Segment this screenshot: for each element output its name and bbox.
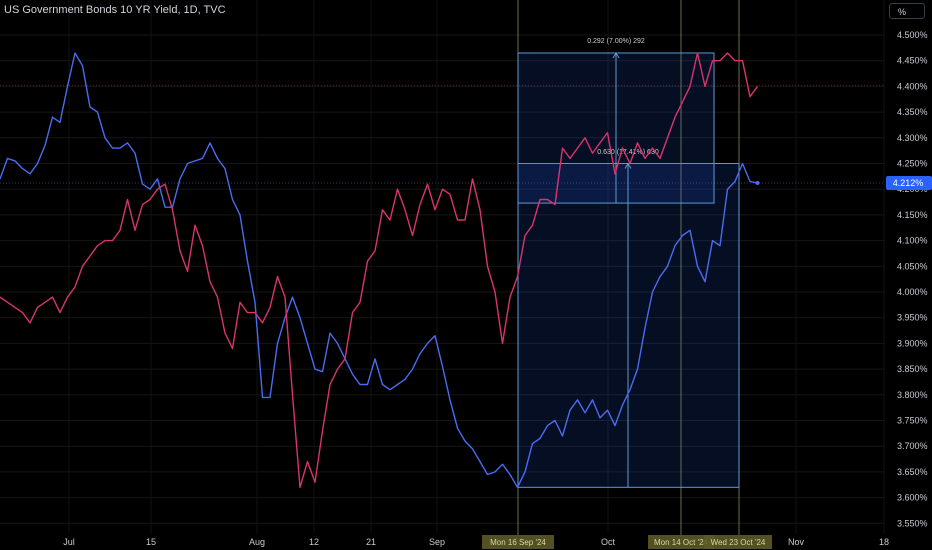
measure-arrow-1-head xyxy=(612,52,620,59)
current-price-badge xyxy=(886,176,932,191)
date-badge xyxy=(648,535,714,549)
pink-series-line xyxy=(0,52,759,488)
x-tick-label: Jul xyxy=(63,537,75,547)
y-tick-label: 3.600% xyxy=(897,493,928,503)
x-tick-label: Sep xyxy=(429,537,445,547)
x-tick-label: Oct xyxy=(601,537,616,547)
x-tick-label: Nov xyxy=(788,537,805,547)
x-tick-label: Aug xyxy=(249,537,265,547)
percent-scale-button[interactable]: % xyxy=(889,3,925,19)
y-tick-label: 3.850% xyxy=(897,364,928,374)
y-tick-label: 4.250% xyxy=(897,159,928,169)
y-tick-label: 4.150% xyxy=(897,210,928,220)
measure-label-1: 0.292 (7.00%) 292 xyxy=(587,38,645,45)
y-tick-label: 3.800% xyxy=(897,390,928,400)
y-tick-label: 4.300% xyxy=(897,133,928,143)
date-badge-label: Mon 14 Oct '24 xyxy=(654,538,709,547)
date-badge xyxy=(704,535,772,549)
y-tick-label: 3.650% xyxy=(897,467,928,477)
x-tick-label: 12 xyxy=(309,537,319,547)
y-tick-label: 3.700% xyxy=(897,441,928,451)
y-tick-label: 4.350% xyxy=(897,107,928,117)
y-tick-label: 4.500% xyxy=(897,30,928,40)
y-tick-label: 4.050% xyxy=(897,261,928,271)
y-tick-label: 4.400% xyxy=(897,81,928,91)
chart-title: US Government Bonds 10 YR Yield, 1D, TVC xyxy=(4,4,226,16)
x-tick-label: 15 xyxy=(146,537,156,547)
y-tick-label: 4.450% xyxy=(897,56,928,66)
date-badge-label: Mon 16 Sep '24 xyxy=(490,538,546,547)
y-tick-label: 4.000% xyxy=(897,287,928,297)
blue-last-point xyxy=(755,181,760,186)
blue-series-line xyxy=(0,52,758,488)
x-tick-label: 21 xyxy=(366,537,376,547)
current-price-label: 4.212% xyxy=(893,178,924,188)
date-badge xyxy=(482,535,554,549)
y-tick-label: 3.750% xyxy=(897,416,928,426)
x-tick-label: 18 xyxy=(879,537,889,547)
y-tick-label: 4.100% xyxy=(897,236,928,246)
measure-label-2: 0.630 (17.41%) 630 xyxy=(597,149,659,156)
y-tick-label: 3.900% xyxy=(897,338,928,348)
y-tick-label: 3.950% xyxy=(897,313,928,323)
measure-arrow-2-head xyxy=(624,162,632,169)
date-badge-label: Wed 23 Oct '24 xyxy=(711,538,766,547)
y-tick-label: 3.550% xyxy=(897,518,928,528)
